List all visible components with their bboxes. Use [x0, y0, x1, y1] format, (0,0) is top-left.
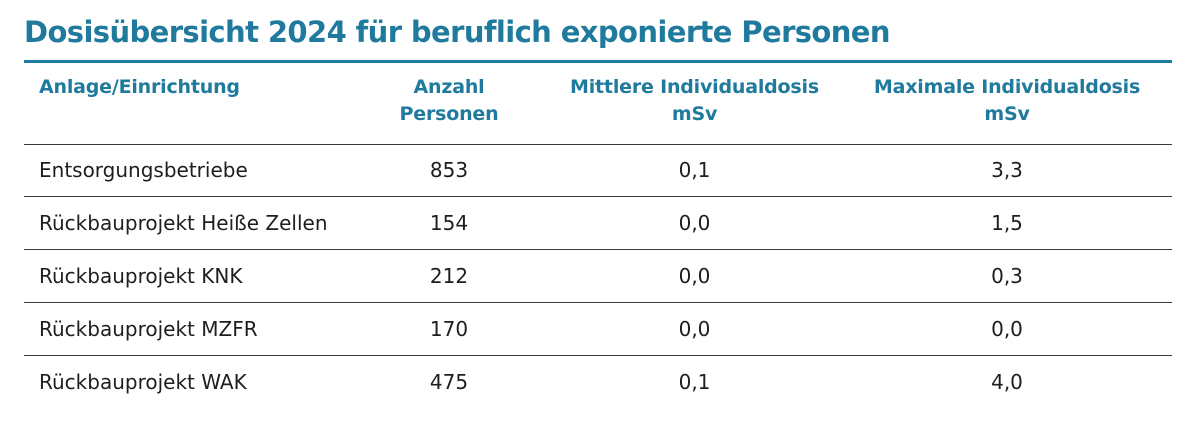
cell-facility: Rückbauprojekt KNK [24, 249, 351, 303]
cell-facility: Rückbauprojekt MZFR [24, 302, 351, 356]
dose-table: Anlage/Einrichtung Anzahl Personen Mittl… [24, 64, 1172, 408]
cell-mean-dose: 0,0 [547, 302, 842, 356]
title-underline [24, 60, 1172, 63]
cell-persons: 475 [429, 369, 469, 394]
cell-persons: 154 [351, 196, 547, 251]
header-persons: Anzahl Personen [351, 64, 547, 145]
table-body: Entsorgungsbetriebe 853 0,1 3,3 Rückbaup… [24, 144, 1172, 408]
cell-max-dose: 3,3 [842, 144, 1172, 198]
table-row: Rückbauprojekt KNK 212 0,0 0,3 [24, 249, 1172, 303]
cell-mean-dose: 0,1 [678, 369, 711, 394]
cell-max-dose: 0,0 [842, 302, 1172, 356]
cell-mean-dose: 0,0 [547, 196, 842, 251]
cell-max-dose: 0,3 [842, 249, 1172, 303]
cell-persons: 170 [351, 302, 547, 356]
table-row: Entsorgungsbetriebe 853 0,1 3,3 [24, 144, 1172, 198]
header-max-dose: Maximale Individualdosis mSv [842, 64, 1172, 145]
page-title: Dosisübersicht 2024 für beruflich exponi… [24, 15, 891, 49]
cell-mean-dose: 0,1 [547, 144, 842, 198]
header-facility: Anlage/Einrichtung [24, 64, 351, 145]
cell-facility: Entsorgungsbetriebe [24, 144, 351, 198]
header-persons-line2: Personen [399, 103, 499, 125]
cell-persons: 853 [351, 144, 547, 198]
table-row: Rückbauprojekt Heiße Zellen 154 0,0 1,5 [24, 196, 1172, 251]
header-mean-dose-unit: mSv [671, 103, 718, 125]
table-header: Anlage/Einrichtung Anzahl Personen Mittl… [24, 64, 1172, 145]
cell-facility: Rückbauprojekt WAK [39, 369, 247, 394]
cell-mean-dose: 0,0 [547, 249, 842, 303]
cell-max-dose: 1,5 [842, 196, 1172, 251]
header-max-dose-line1: Maximale Individualdosis [873, 76, 1141, 98]
table-row: Rückbauprojekt MZFR 170 0,0 0,0 [24, 302, 1172, 356]
header-max-dose-unit: mSv [984, 103, 1030, 125]
header-facility-label: Anlage/Einrichtung [39, 76, 240, 98]
header-row: Anlage/Einrichtung Anzahl Personen Mittl… [24, 64, 1172, 145]
header-mean-dose: Mittlere Individualdosis mSv [547, 64, 842, 145]
cell-max-dose: 4,0 [991, 369, 1023, 394]
cell-facility: Rückbauprojekt Heiße Zellen [24, 196, 351, 251]
header-persons-line1: Anzahl [413, 76, 485, 98]
cell-persons: 212 [351, 249, 547, 303]
table-row: Rückbauprojekt WAK 475 0,1 4,0 [24, 355, 1172, 408]
header-mean-dose-line1: Mittlere Individualdosis [570, 76, 819, 98]
